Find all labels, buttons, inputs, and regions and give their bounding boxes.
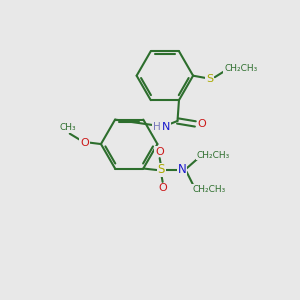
Text: O: O: [158, 183, 167, 194]
Text: CH₂CH₃: CH₂CH₃: [196, 151, 230, 160]
Text: O: O: [155, 147, 164, 157]
Text: CH₃: CH₃: [60, 123, 76, 132]
Text: N: N: [178, 164, 186, 176]
Text: S: S: [158, 164, 165, 176]
Text: CH₂CH₃: CH₂CH₃: [224, 64, 257, 74]
Text: O: O: [80, 138, 89, 148]
Text: CH₂CH₃: CH₂CH₃: [192, 185, 225, 194]
Text: H: H: [153, 122, 160, 132]
Text: N: N: [161, 122, 170, 132]
Text: S: S: [206, 74, 213, 84]
Text: O: O: [197, 119, 206, 129]
